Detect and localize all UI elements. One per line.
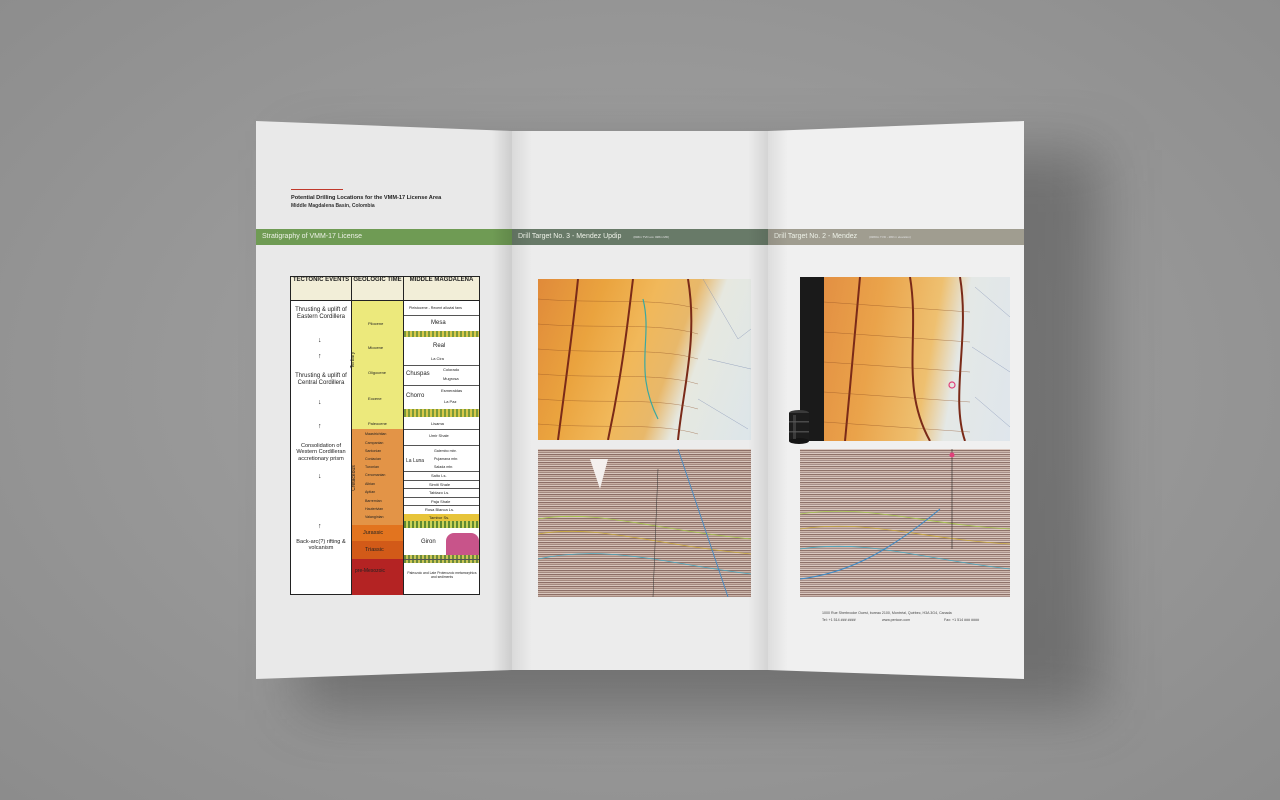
band-drill-target-3-depth: (###m TVD est. ###m MD): [633, 235, 670, 239]
epoch: Paleocene: [368, 421, 387, 426]
header-tectonic: TECTONIC EVENTS: [291, 277, 351, 300]
structure-map-lines: [800, 276, 1011, 442]
formation: Galembo mbr.: [434, 449, 457, 453]
formation: Tablazo Ls.: [429, 490, 450, 495]
epoch: Santonian: [365, 449, 382, 453]
tectonic-event: Thrusting & uplift of Eastern Cordillera: [295, 307, 347, 320]
formation: Salto Ls.: [431, 473, 447, 478]
arrow-up-icon: ↑: [318, 353, 322, 360]
epoch: Campanian: [365, 441, 384, 445]
formation: La Luna: [406, 458, 425, 464]
formation: Chuspas: [406, 371, 430, 377]
brochure-subtitle: Middle Magdalena Basin, Colombia: [291, 203, 375, 209]
title-accent-line: [291, 189, 343, 190]
band-stratigraphy: Stratigraphy of VMM-17 License: [256, 229, 512, 245]
epoch: Oligocene: [368, 370, 387, 375]
formation: Colorado: [443, 367, 460, 372]
tertiary-band: [352, 301, 403, 429]
well-marker-icon: [949, 452, 955, 458]
formation: Lisama: [431, 421, 444, 426]
jurassic-band: [352, 525, 403, 541]
structure-map-target-2: [800, 276, 1011, 442]
epoch: Coniacian: [365, 457, 381, 461]
epoch: Cenomanian: [365, 473, 386, 477]
formation: Paleozoic and Late Proterozoic metamorph…: [407, 571, 477, 579]
period-triassic: Triassic: [365, 547, 384, 553]
tectonic-event: Back-arc(?) rifting & volcanism: [296, 539, 346, 552]
middle-panel: Drill Target No. 3 - Mendez Updip (###m …: [512, 131, 768, 670]
formation: La Cira: [431, 356, 444, 361]
seismic-horizons: [799, 449, 1011, 580]
structure-map-target-3: [537, 278, 752, 441]
oil-barrel-icon: [788, 409, 810, 445]
epoch: Albian: [365, 482, 375, 486]
formation: Pleistocene - Recent alluvial fans: [409, 306, 462, 310]
formation: Real: [433, 343, 446, 349]
tectonic-event: Consolidation of Western Cordilleran acc…: [296, 443, 346, 462]
formation: Umir Shale: [429, 433, 449, 438]
formation: Giron: [421, 539, 436, 545]
arrow-down-icon: ↓: [318, 337, 322, 344]
formation: Paja Shale: [431, 499, 451, 504]
epoch: Barremian: [365, 499, 382, 503]
formation: Chorro: [406, 393, 425, 399]
volcanics-symbol: [446, 533, 479, 555]
structure-map-lines: [537, 278, 752, 441]
seismic-section-target-3: [537, 448, 752, 598]
formation: Rosa Blanca Ls.: [425, 507, 455, 512]
arrow-down-icon: ↓: [318, 399, 322, 406]
stratigraphy-table: TECTONIC EVENTS GEOLOGIC TIME MIDDLE MAG…: [290, 276, 480, 595]
formation: Simiti Shale: [429, 482, 451, 487]
period-tertiary: Tertiary: [350, 351, 357, 369]
band-drill-target-3: Drill Target No. 3 - Mendez Updip (###m …: [512, 229, 768, 245]
footer-web: www.pericon.com: [882, 618, 911, 622]
header-geologic-time: GEOLOGIC TIME: [352, 277, 403, 300]
seismic-horizons: [537, 448, 752, 598]
formation: Mesa: [431, 320, 446, 326]
period-jurassic: Jurassic: [363, 530, 384, 536]
formation: Esmeraldas: [441, 388, 463, 393]
arrow-up-icon: ↑: [318, 523, 322, 530]
epoch: Aptian: [365, 490, 376, 494]
formation: Mugrosa: [443, 376, 459, 381]
left-panel: Potential Drilling Locations for the VMM…: [256, 121, 512, 679]
tectonic-event: Thrusting & uplift of Central Cordillera: [295, 373, 347, 386]
triassic-band: [352, 541, 403, 559]
epoch: Hauterivian: [365, 507, 384, 511]
period-pre-mesozoic: pre-Mesozoic: [355, 568, 386, 574]
epoch: Turonian: [365, 465, 380, 469]
seismic-section-target-2: [799, 449, 1011, 597]
target-marker-icon: [948, 381, 956, 389]
band-drill-target-2-label: Drill Target No. 2 - Mendez: [774, 233, 858, 240]
pre-mesozoic-band: [352, 559, 403, 595]
band-drill-target-3-label: Drill Target No. 3 - Mendez Updip: [518, 233, 622, 240]
footer-tel: Tel: +1 514 ### ####: [822, 618, 856, 622]
right-panel: Drill Target No. 2 - Mendez (####m TVD -…: [768, 121, 1024, 679]
formation: Salada mbr.: [434, 465, 454, 469]
header-middle-magdalena: MIDDLE MAGDALENA: [404, 277, 479, 300]
brochure-title: Potential Drilling Locations for the VMM…: [291, 195, 442, 201]
arrow-up-icon: ↑: [318, 423, 322, 430]
band-drill-target-2-depth: (####m TVD - ### m elevation): [869, 235, 911, 239]
epoch: Pliocene: [368, 321, 384, 326]
arrow-down-icon: ↓: [318, 473, 322, 480]
footer-address: 1000 Rue Sherbrooke Ouest, bureau 2100, …: [822, 611, 952, 615]
formation: Tambor Ss.: [429, 515, 450, 520]
footer-fax: Fax: +1 514 ### ####: [944, 618, 980, 622]
epoch: Miocene: [368, 345, 384, 350]
band-stratigraphy-label: Stratigraphy of VMM-17 License: [262, 233, 362, 240]
epoch: Eocene: [368, 396, 382, 401]
formation: La Paz: [444, 399, 457, 404]
band-drill-target-2: Drill Target No. 2 - Mendez (####m TVD -…: [768, 229, 1024, 245]
cretaceous-band: [352, 429, 403, 525]
formation: Pujamana mbr.: [434, 457, 459, 461]
epoch: Maastrichtian: [365, 432, 387, 436]
epoch: Valanginian: [365, 515, 384, 519]
period-cretaceous: Cretaceous: [350, 465, 357, 491]
